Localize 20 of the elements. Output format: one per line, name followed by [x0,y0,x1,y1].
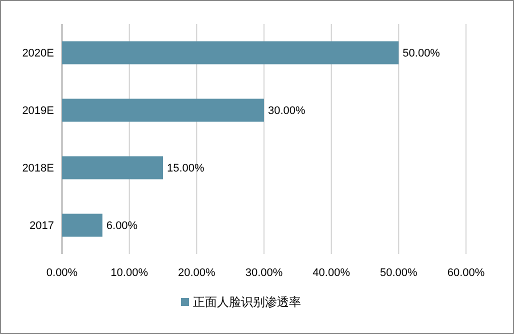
x-tick-label: 10.00% [110,267,148,279]
data-label: 30.00% [268,105,306,118]
x-tick-label: 0.00% [46,267,78,279]
x-tick-label: 60.00% [447,267,485,279]
y-tick-label: 2017 [30,220,54,232]
y-tick-label: 2018E [22,162,54,175]
bar [62,214,102,237]
y-tick-label: 2020E [22,48,54,60]
data-label: 50.00% [402,48,440,60]
x-tick-label: 50.00% [380,267,418,279]
x-tick-label: 40.00% [312,267,350,279]
bar [62,98,264,122]
bar [62,156,163,180]
data-label: 6.00% [106,220,138,232]
y-tick-label: 2019E [22,105,54,118]
legend-label: 正面人脸识别渗透率 [193,295,301,310]
data-label: 15.00% [167,162,205,175]
x-tick-label: 30.00% [245,267,283,279]
x-tick-label: 20.00% [178,267,216,279]
bar [62,41,399,64]
